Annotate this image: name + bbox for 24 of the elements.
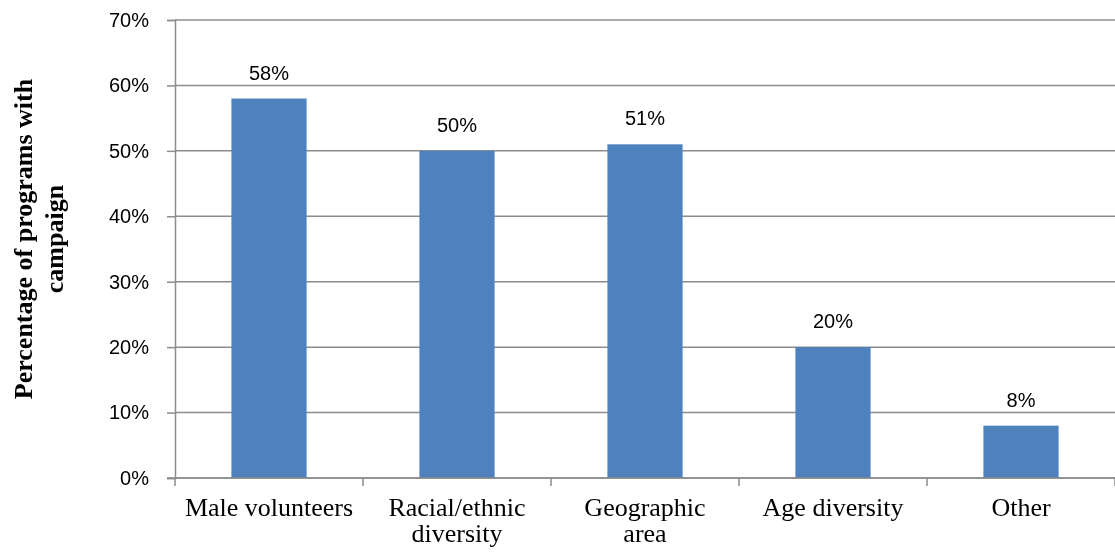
y-axis-title: Percentage of programs with campaign: [9, 78, 70, 400]
data-label: 51%: [624, 107, 666, 130]
x-tick-label: Racial/ethnic diversity: [388, 493, 526, 549]
y-tick-label: 0%: [120, 466, 150, 489]
y-tick-label: 60%: [108, 74, 150, 97]
x-tick-label: Other: [991, 493, 1051, 523]
x-tick-label: Male volunteers: [184, 493, 354, 523]
y-tick-label: 30%: [108, 270, 150, 293]
data-label: 20%: [812, 310, 854, 333]
bar: [607, 144, 683, 478]
y-tick-label: 50%: [108, 139, 150, 162]
y-tick-label: 20%: [108, 336, 150, 359]
y-tick-label: 40%: [108, 205, 150, 228]
y-tick-label: 70%: [108, 8, 150, 31]
bar: [231, 98, 307, 478]
data-label: 58%: [248, 61, 290, 84]
bar: [983, 425, 1059, 478]
y-tick-label: 10%: [108, 401, 150, 424]
x-tick-label: Age diversity: [762, 493, 904, 523]
data-label: 8%: [1006, 388, 1036, 411]
x-tick-label: Geographic area: [584, 493, 706, 549]
data-label: 50%: [436, 113, 478, 136]
bar: [419, 150, 495, 478]
bar: [795, 347, 871, 478]
